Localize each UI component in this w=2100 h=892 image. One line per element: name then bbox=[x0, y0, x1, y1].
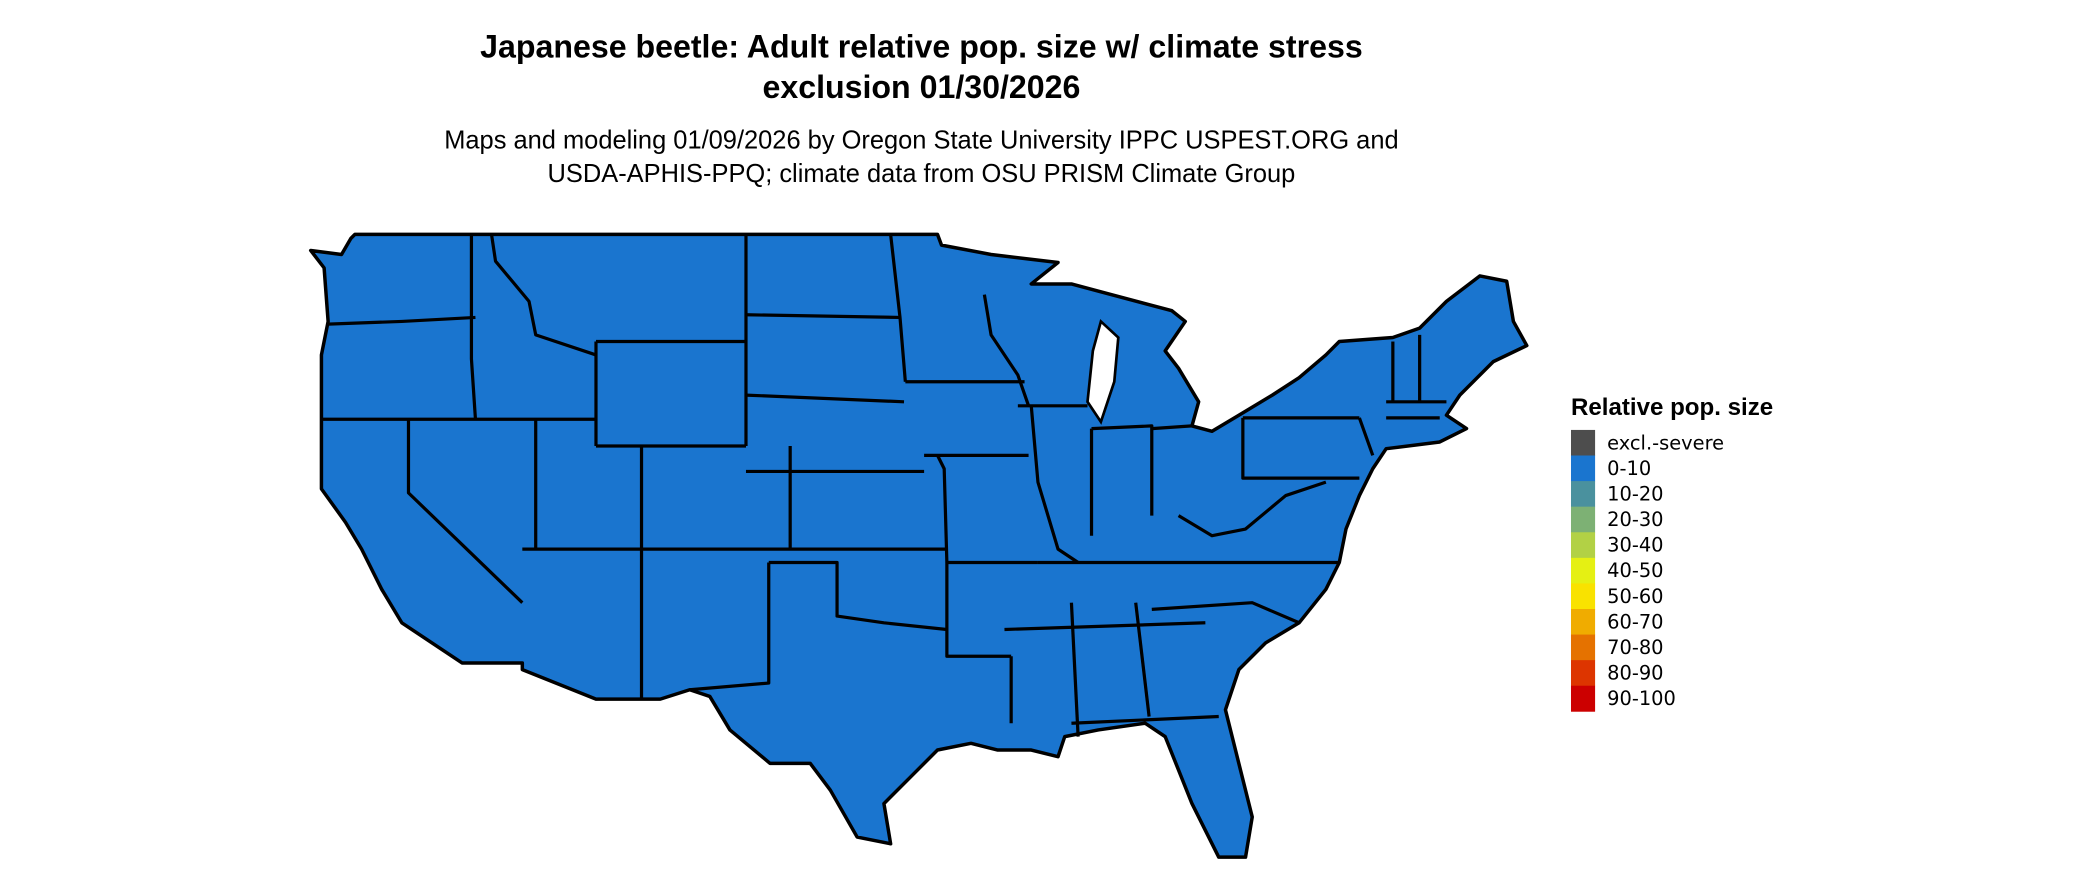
legend-swatch bbox=[1570, 506, 1596, 533]
lake-michigan bbox=[1086, 318, 1120, 425]
state-border bbox=[982, 294, 1031, 407]
state-border bbox=[1177, 480, 1327, 538]
legend-swatch bbox=[1570, 634, 1596, 661]
state-border bbox=[489, 234, 597, 357]
legend-swatch bbox=[1570, 660, 1596, 687]
legend-swatch bbox=[1570, 557, 1596, 584]
state-border bbox=[1241, 417, 1360, 480]
state-border bbox=[1069, 602, 1080, 737]
legend-label: 90-100 bbox=[1607, 687, 1676, 710]
state-border bbox=[1071, 714, 1219, 725]
subtitle-line-2: USDA-APHIS-PPQ; climate data from OSU PR… bbox=[548, 160, 1296, 188]
legend-swatch bbox=[1570, 583, 1596, 610]
legend-label: 80-90 bbox=[1607, 662, 1663, 685]
title-line-1: Japanese beetle: Adult relative pop. siz… bbox=[480, 29, 1363, 65]
legend-label: 70-80 bbox=[1607, 636, 1663, 659]
legend-label: 20-30 bbox=[1607, 508, 1663, 531]
legend-title: Relative pop. size bbox=[1571, 394, 1773, 421]
legend: Relative pop. size excl.-severe 0-10 10-20… bbox=[1570, 394, 1773, 712]
state-border bbox=[1357, 417, 1375, 456]
state-borders bbox=[321, 234, 1447, 737]
state-border bbox=[945, 562, 1012, 658]
legend-swatch bbox=[1570, 455, 1596, 482]
state-border bbox=[406, 419, 524, 604]
legend-swatch bbox=[1570, 685, 1596, 712]
state-border bbox=[328, 315, 476, 326]
state-border bbox=[689, 562, 771, 692]
state-border bbox=[1029, 405, 1080, 564]
state-border bbox=[768, 560, 948, 632]
state-border bbox=[1151, 601, 1300, 625]
legend-label: 30-40 bbox=[1607, 534, 1663, 557]
legend-swatch bbox=[1570, 608, 1596, 635]
state-border bbox=[1151, 424, 1193, 431]
legend-swatch bbox=[1570, 429, 1596, 456]
legend-swatch bbox=[1570, 481, 1596, 508]
subtitle-line-1: Maps and modeling 01/09/2026 by Oregon S… bbox=[444, 127, 1398, 155]
legend-label: 40-50 bbox=[1607, 559, 1663, 582]
us-map bbox=[308, 232, 1529, 859]
state-border bbox=[745, 393, 905, 404]
legend-label: 60-70 bbox=[1607, 610, 1663, 633]
legend-swatch bbox=[1570, 532, 1596, 559]
state-border bbox=[936, 454, 949, 563]
us-land-fill bbox=[308, 232, 1529, 859]
state-border bbox=[469, 234, 478, 420]
state-border bbox=[1091, 424, 1154, 516]
legend-label: 0-10 bbox=[1607, 457, 1651, 480]
title-line-2: exclusion 01/30/2026 bbox=[762, 69, 1080, 105]
legend-label: excl.-severe bbox=[1607, 431, 1724, 454]
state-border bbox=[1134, 602, 1151, 717]
state-border bbox=[889, 234, 907, 382]
state-border bbox=[1004, 621, 1206, 632]
legend-label: 10-20 bbox=[1607, 483, 1663, 506]
state-border bbox=[745, 313, 901, 320]
legend-label: 50-60 bbox=[1607, 585, 1663, 608]
